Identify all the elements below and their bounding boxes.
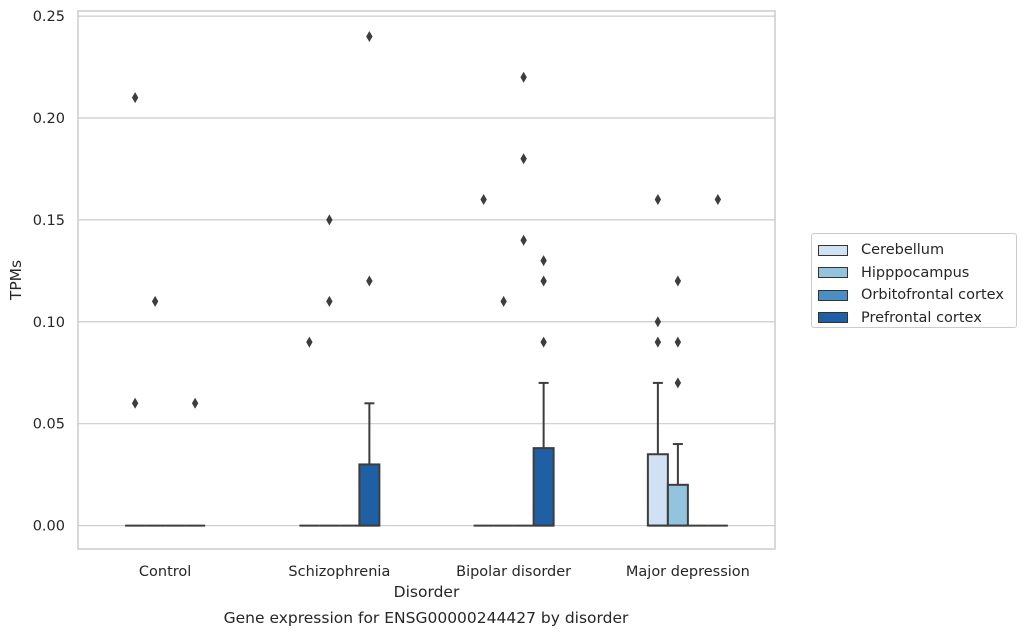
legend-swatch-orbitofrontal-cortex bbox=[818, 289, 848, 301]
outlier-point bbox=[131, 92, 139, 104]
outlier-point bbox=[326, 295, 333, 307]
x-tick-label: Schizophrenia bbox=[288, 564, 390, 580]
box-prefrontal-cortex bbox=[532, 447, 555, 527]
outlier-point bbox=[480, 194, 487, 206]
outlier-point bbox=[131, 397, 139, 409]
outlier-point bbox=[674, 377, 682, 389]
y-tick-label: 0.25 bbox=[33, 9, 65, 25]
legend-item-prefrontal-cortex: Prefrontal cortex bbox=[818, 307, 1016, 330]
legend-label-prefrontal-cortex: Prefrontal cortex bbox=[861, 309, 982, 326]
outlier-point bbox=[654, 316, 662, 328]
box-prefrontal-cortex bbox=[358, 463, 381, 527]
y-tick-label: 0.05 bbox=[33, 417, 65, 433]
outlier-point bbox=[366, 30, 373, 42]
outlier-point bbox=[520, 153, 527, 165]
legend-swatch-prefrontal-cortex bbox=[818, 312, 848, 324]
legend-label-orbitofrontal-cortex: Orbitofrontal cortex bbox=[861, 287, 1004, 304]
legend-swatch-hippocampus bbox=[818, 267, 848, 279]
y-tick-label: 0.10 bbox=[33, 315, 65, 331]
outlier-point bbox=[366, 275, 373, 287]
outlier-point bbox=[540, 275, 547, 287]
outlier-point bbox=[520, 234, 527, 246]
x-axis-label: Disorder bbox=[394, 583, 460, 601]
y-tick-label: 0.20 bbox=[33, 111, 65, 127]
box-hipppocampus bbox=[666, 483, 689, 527]
legend-swatch-cerebellum bbox=[818, 244, 848, 256]
outlier-point bbox=[654, 336, 662, 348]
plot-frame bbox=[77, 10, 776, 550]
outlier-point bbox=[151, 295, 159, 307]
outlier-point bbox=[540, 336, 547, 348]
x-tick-label: Bipolar disorder bbox=[456, 564, 571, 580]
y-tick-label: 0.15 bbox=[33, 213, 65, 229]
legend-item-orbitofrontal-cortex: Orbitofrontal cortex bbox=[818, 284, 1016, 307]
chart-caption: Gene expression for ENSG00000244427 by d… bbox=[224, 609, 629, 627]
x-tick-label: Major depression bbox=[626, 564, 750, 580]
legend-item-cerebellum: Cerebellum bbox=[818, 239, 1016, 262]
legend-label-hippocampus: Hipppocampus bbox=[861, 264, 970, 281]
outlier-point bbox=[520, 71, 527, 83]
outlier-point bbox=[674, 275, 682, 287]
y-tick-label: 0.00 bbox=[33, 519, 65, 535]
outlier-point bbox=[306, 336, 313, 348]
legend-item-hippocampus: Hipppocampus bbox=[818, 262, 1016, 285]
outlier-point bbox=[674, 336, 682, 348]
legend: Cerebellum Hipppocampus Orbitofrontal co… bbox=[811, 233, 1017, 328]
outlier-point bbox=[326, 214, 333, 226]
outlier-point bbox=[654, 194, 662, 206]
outlier-point bbox=[191, 397, 199, 409]
legend-label-cerebellum: Cerebellum bbox=[861, 242, 945, 259]
box-cerebellum bbox=[646, 453, 669, 527]
y-axis-label: TPMs bbox=[7, 260, 25, 301]
outlier-point bbox=[500, 295, 507, 307]
x-tick-label: Control bbox=[139, 564, 191, 580]
outlier-point bbox=[540, 255, 547, 267]
outlier-point bbox=[714, 194, 722, 206]
